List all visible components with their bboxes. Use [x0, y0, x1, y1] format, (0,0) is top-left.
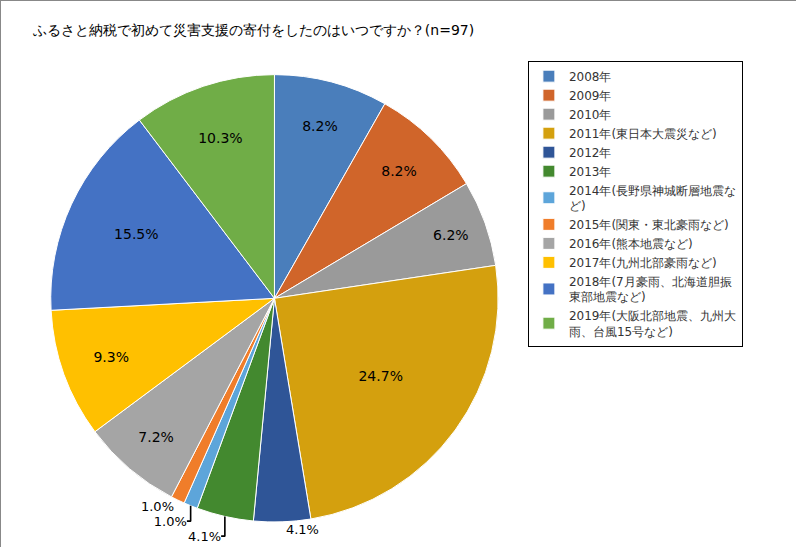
svg-text:2008年: 2008年 [569, 70, 612, 84]
svg-text:7.2%: 7.2% [138, 429, 174, 445]
svg-text:2019年(大阪北部地震、九州大雨、台風15号など): 2019年(大阪北部地震、九州大雨、台風15号など) [569, 309, 736, 339]
svg-text:10.3%: 10.3% [198, 130, 242, 146]
svg-text:2010年: 2010年 [569, 108, 612, 122]
svg-text:9.3%: 9.3% [93, 349, 129, 365]
svg-text:2018年(7月豪雨、北海道胆振東部地震など): 2018年(7月豪雨、北海道胆振東部地震など) [569, 275, 732, 305]
svg-text:1.0%: 1.0% [141, 499, 174, 514]
svg-text:2011年(東日本大震災など): 2011年(東日本大震災など) [569, 127, 717, 141]
svg-text:2013年: 2013年 [569, 165, 612, 179]
svg-text:4.1%: 4.1% [188, 529, 221, 544]
svg-text:8.2%: 8.2% [381, 163, 417, 179]
svg-text:ふるさと納税で初めて災害支援の寄付をしたのはいつですか？(n: ふるさと納税で初めて災害支援の寄付をしたのはいつですか？(n=97) [32, 22, 474, 38]
svg-text:2016年(熊本地震など): 2016年(熊本地震など) [569, 237, 693, 251]
svg-text:2017年(九州北部豪雨など): 2017年(九州北部豪雨など) [569, 256, 717, 270]
svg-text:15.5%: 15.5% [114, 226, 158, 242]
svg-text:2014年(長野県神城断層地震など): 2014年(長野県神城断層地震など) [569, 184, 736, 214]
svg-text:6.2%: 6.2% [433, 227, 469, 243]
svg-text:2015年(関東・東北豪雨など): 2015年(関東・東北豪雨など) [569, 218, 729, 232]
svg-text:2012年: 2012年 [569, 146, 612, 160]
svg-text:1.0%: 1.0% [154, 514, 187, 529]
svg-text:24.7%: 24.7% [358, 368, 402, 384]
svg-text:8.2%: 8.2% [302, 118, 338, 134]
svg-text:4.1%: 4.1% [286, 522, 319, 537]
svg-text:2009年: 2009年 [569, 89, 612, 103]
